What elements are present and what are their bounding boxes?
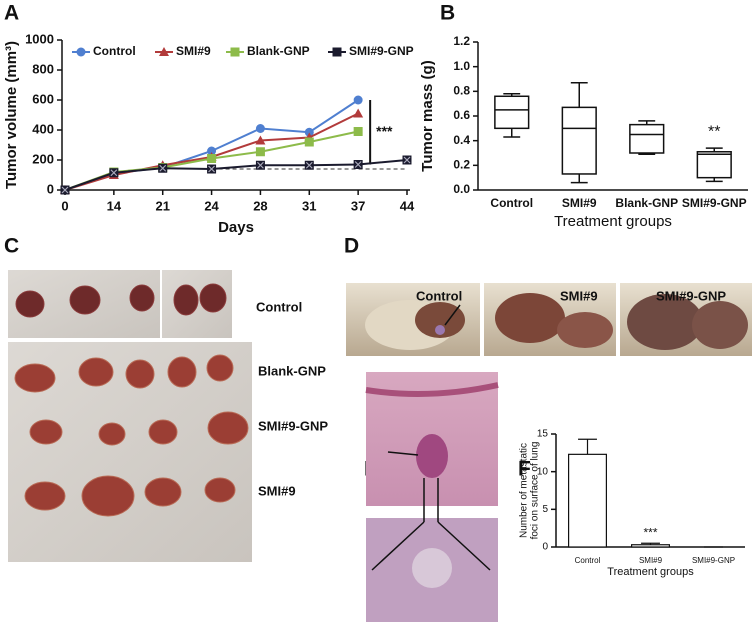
marker [207,154,217,163]
y-tick-label: 0.4 [453,133,470,147]
marker [304,137,314,147]
marker [255,124,265,133]
x-axis-label: Days [218,219,254,236]
legend-marker [76,47,86,57]
legend-marker [230,47,240,57]
x-tick-label: SMI#9 [639,556,663,565]
y-tick-label: 0.0 [453,182,470,196]
x-tick-label: Control [490,196,533,210]
x-tick-label: 24 [204,198,219,213]
x-axis-label: Treatment groups [554,213,672,230]
marker [353,108,364,118]
annotation: *** [643,525,657,539]
marker-cross [403,156,411,164]
x-tick-label: 28 [253,198,267,213]
y-tick-label: 1.0 [453,59,470,73]
y-axis-label: Tumor volume (mm³) [3,41,20,189]
y-tick-label: 15 [537,429,549,440]
panel-letter: A [4,2,19,25]
photo-e [365,372,499,622]
x-tick-label: Blank-GNP [615,196,678,210]
marker [353,127,363,136]
y-tick-label: 0 [47,181,54,196]
photo-label: SMI#9 [258,483,296,498]
panel-letter: C [4,235,19,258]
marker-cross [110,169,118,177]
legend-marker [159,47,169,56]
box [696,151,732,179]
marker-cross [159,164,167,172]
bar [567,453,607,548]
y-tick-label: 0.6 [453,108,470,122]
box [561,106,597,175]
marker [255,135,266,145]
y-tick-label: 0 [542,542,548,553]
marker [304,127,314,137]
photo-label: Control [256,299,302,314]
photo-label: SMI#9-GNP [656,288,726,303]
x-tick-label: 37 [351,198,365,213]
annotation: ** [708,123,720,140]
y-tick-label: 600 [32,91,54,106]
box [494,95,530,130]
marker [207,146,217,156]
box [629,123,665,154]
legend-label: SMI#9-GNP [349,44,414,58]
annotation: *** [376,123,393,139]
x-tick-label: SMI#9-GNP [692,556,735,565]
legend-label: Blank-GNP [247,44,310,58]
x-tick-label: 21 [155,198,169,213]
photo-d [346,283,752,356]
photo-label: SMI#9 [560,288,598,303]
y-tick-label: 5 [542,504,548,515]
y-tick-label: 0.2 [453,158,470,172]
marker-cross [305,161,313,169]
y-tick-label: 200 [32,151,54,166]
y-axis-label: Number of metastatic [519,443,530,538]
photo-label: Control [416,288,462,303]
photo-label: Blank-GNP [258,363,326,378]
photo-c [8,270,252,562]
marker [255,147,265,157]
y-tick-label: 800 [32,61,54,76]
x-tick-label: SMI#9 [562,196,597,210]
legend-marker [332,47,342,57]
x-axis-label: Treatment groups [607,566,694,578]
y-tick-label: 1000 [25,31,54,46]
line [64,159,408,191]
marker-cross [61,186,69,194]
y-tick-label: 10 [537,466,549,477]
x-tick-label: 31 [302,198,316,213]
marker-cross [208,165,215,173]
y-tick-label: 400 [32,121,54,136]
y-axis-label: foci on surface of lung [530,442,541,540]
marker-cross [257,161,264,169]
panel-letter: F [518,458,531,481]
panel-letter: D [344,235,359,258]
legend-label: Control [93,44,136,58]
x-tick-label: 14 [107,198,122,213]
bar [630,544,670,548]
y-tick-label: 1.2 [453,34,470,48]
marker-cross [354,161,362,168]
x-tick-label: SMI#9-GNP [682,196,747,210]
y-axis-label: Tumor mass (g) [419,60,436,171]
y-tick-label: 0.8 [453,84,470,98]
marker [353,95,363,105]
x-tick-label: Control [575,556,601,565]
panel-letter: B [440,2,455,25]
legend-label: SMI#9 [176,44,211,58]
photo-label: SMI#9-GNP [258,418,328,433]
x-tick-label: 0 [61,198,68,213]
x-tick-label: 44 [400,198,415,213]
